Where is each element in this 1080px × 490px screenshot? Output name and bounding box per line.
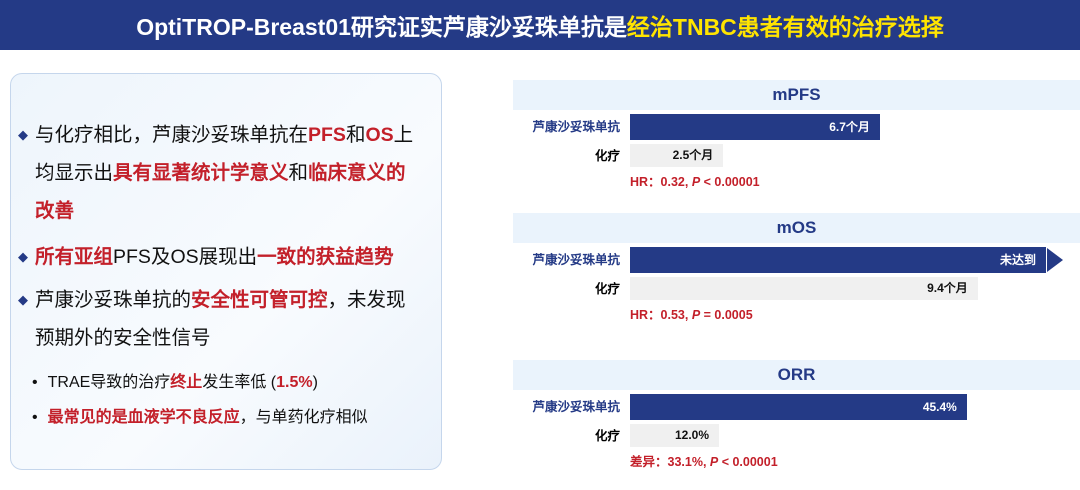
bar-chemo: 2.5个月	[630, 144, 724, 167]
text-highlight: 最常见的是血液学不良反应	[47, 409, 240, 426]
bullet-1: ◆ 与化疗相比，芦康沙妥珠单抗在PFS和OS上均显示出具有显著统计学意义和临床意…	[18, 116, 418, 230]
chart-title-orr: ORR	[513, 360, 1080, 390]
text-highlight: PFS	[308, 124, 346, 146]
text-highlight: 终止	[170, 374, 203, 391]
chart-title-mos: mOS	[513, 213, 1080, 243]
diamond-bullet-icon: ◆	[18, 127, 28, 142]
stat-annotation: HR：0.32, P < 0.00001	[630, 175, 760, 189]
bullet-2: ◆ 所有亚组PFS及OS展现出一致的获益趋势	[18, 238, 418, 276]
text: PFS及OS展现出	[113, 246, 258, 268]
text: TRAE导致的治疗	[47, 374, 171, 391]
category-label: 化疗	[594, 149, 620, 163]
key-findings-panel	[10, 73, 442, 470]
stat-annotation: 差异：33.1%, P < 0.00001	[630, 455, 778, 469]
text-highlight: 一致的获益趋势	[257, 246, 394, 268]
diamond-bullet-icon: ◆	[18, 249, 28, 264]
bullet-3: ◆ 芦康沙妥珠单抗的安全性可管可控，未发现预期外的安全性信号	[18, 281, 418, 357]
bar-chemo: 12.0%	[630, 424, 720, 447]
text-highlight: 1.5%	[276, 374, 313, 391]
text-highlight: 所有亚组	[35, 246, 114, 268]
category-label: 化疗	[594, 282, 620, 296]
text: 上均显示出	[35, 124, 414, 184]
dot-bullet-icon: •	[32, 374, 38, 391]
bar-drug: 45.4%	[630, 394, 967, 420]
chart-title-mpfs: mPFS	[513, 80, 1080, 110]
stat-annotation: HR：0.53, P = 0.0005	[630, 308, 753, 322]
text: 与化疗相比，芦康沙妥珠单抗在	[35, 124, 309, 146]
slide-title: OptiTROP-Breast01研究证实芦康沙妥珠单抗是 经治TNBC患者有效的…	[0, 0, 1080, 50]
text: 和	[288, 162, 309, 184]
text: )	[312, 374, 318, 391]
text-highlight: 临床意义的改善	[35, 162, 406, 222]
category-label: 芦康沙妥珠单抗	[532, 253, 620, 267]
sub-bullet-2: • 最常见的是血液学不良反应，与单药化疗相似	[32, 406, 368, 430]
text: 和	[345, 124, 366, 146]
text-highlight: 具有显著统计学意义	[113, 162, 289, 184]
bar-drug: 6.7个月	[630, 114, 880, 140]
dot-bullet-icon: •	[32, 409, 38, 426]
text-highlight: 安全性可管可控	[191, 289, 328, 311]
diamond-bullet-icon: ◆	[18, 292, 28, 307]
title-main: OptiTROP-Breast01研究证实芦康沙妥珠单抗是	[136, 14, 627, 40]
text: 发生率低 (	[202, 374, 277, 391]
text-highlight: OS	[365, 124, 394, 146]
text: ，未发现预期外的安全性信号	[35, 289, 406, 349]
title-highlight: 经治TNBC患者有效的治疗选择	[626, 14, 944, 40]
arrow-right-icon	[1047, 248, 1063, 272]
category-label: 芦康沙妥珠单抗	[532, 120, 620, 134]
bar-chemo: 9.4个月	[630, 277, 978, 300]
text: ，与单药化疗相似	[239, 409, 368, 426]
sub-bullet-1: • TRAE导致的治疗终止发生率低 (1.5%)	[32, 371, 318, 395]
category-label: 芦康沙妥珠单抗	[532, 400, 620, 414]
bar-drug: 未达到	[630, 247, 1046, 273]
category-label: 化疗	[594, 429, 620, 443]
text: 芦康沙妥珠单抗的	[35, 289, 192, 311]
